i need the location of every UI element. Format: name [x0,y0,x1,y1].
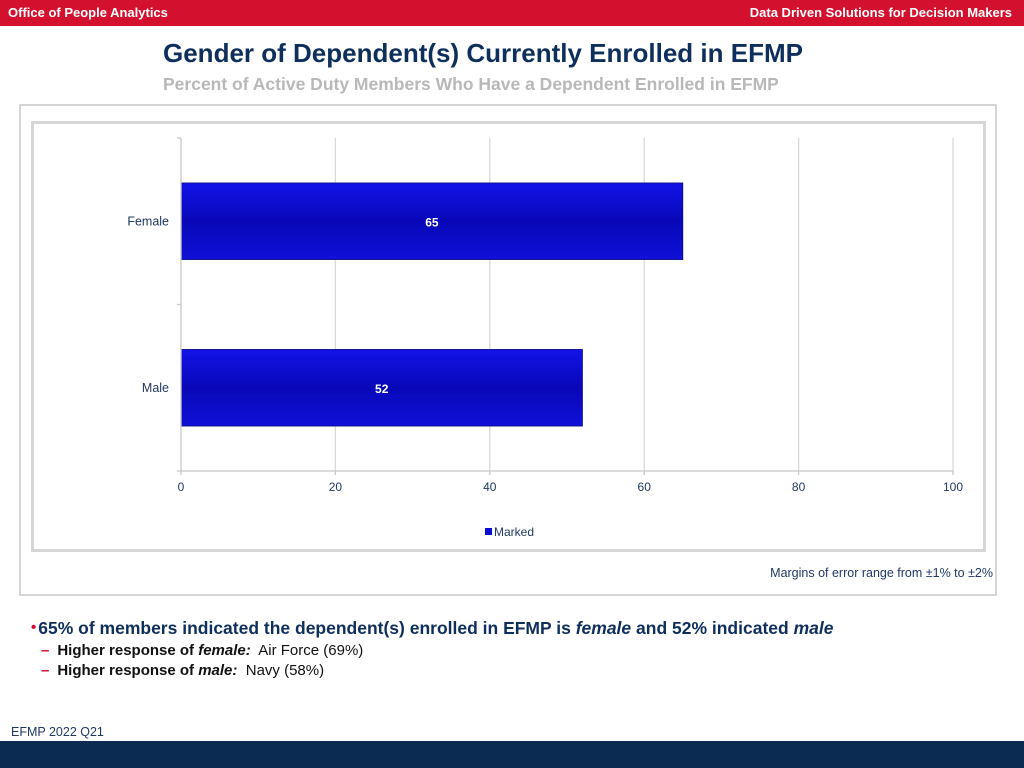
page-subtitle: Percent of Active Duty Members Who Have … [163,74,779,94]
finding-text-1: 65% of members indicated the dependent(s… [38,618,576,638]
findings-list: • 65% of members indicated the dependent(… [31,618,1011,679]
sub-finding-lead: Higher response of [57,662,199,679]
bar-male [180,349,583,427]
sub-finding-group: male: [198,662,238,679]
bar-female [180,182,684,260]
category-label: Female [127,214,169,228]
finding-emphasis-female: female [575,618,632,638]
legend-swatch [485,528,492,535]
sub-finding-value: Air Force (69%) [258,642,364,659]
legend-label: Marked [494,525,534,539]
x-tick-label: 80 [792,480,806,494]
top-banner: Office of People Analytics Data Driven S… [0,0,1024,26]
sub-finding-value: Navy (58%) [245,662,325,679]
x-tick-label: 100 [943,480,963,494]
sub-finding-female: – Higher response of female: Air Force (6… [41,642,1011,659]
sub-finding-male: – Higher response of male: Navy (58%) [41,662,1011,679]
dash-icon: – [41,642,50,659]
bottom-banner [0,741,1024,768]
x-tick-label: 20 [329,480,343,494]
sub-finding-lead: Higher response of [57,642,199,659]
bar-chart: 0 20 40 60 80 100 65 Female 52 Male Marked [127,137,963,539]
footer-question-id: EFMP 2022 Q21 [11,725,104,739]
x-tick-label: 0 [178,480,185,494]
finding-emphasis-male: male [793,618,834,638]
finding-text-2: and 52% indicated [631,618,794,638]
org-name: Office of People Analytics [8,5,168,20]
x-tick-label: 40 [483,480,497,494]
data-label: 52 [375,382,389,396]
bullet-icon: • [31,619,37,636]
margin-of-error-note: Margins of error range from ±1% to ±2% [770,566,993,580]
tagline: Data Driven Solutions for Decision Maker… [749,5,1012,20]
data-label: 65 [425,215,439,229]
page-title: Gender of Dependent(s) Currently Enrolle… [163,38,803,68]
main-finding: • 65% of members indicated the dependent(… [31,618,1011,639]
sub-finding-group: female: [198,642,251,659]
x-tick-label: 60 [638,480,652,494]
category-label: Male [142,381,169,395]
dash-icon: – [41,662,50,679]
